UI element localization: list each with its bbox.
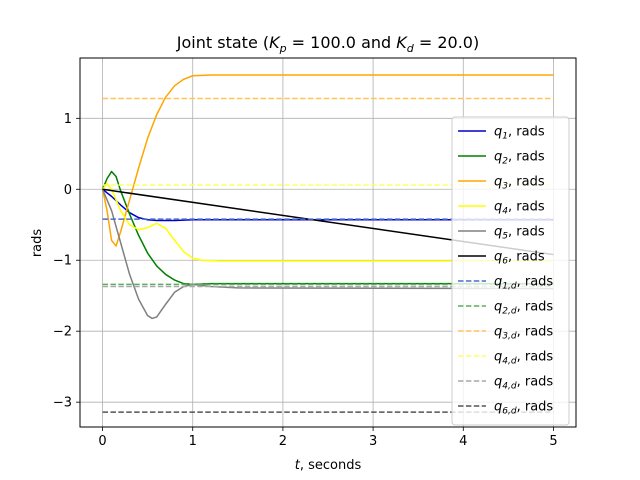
y-tick-label: 1 — [64, 112, 72, 127]
y-tick-label: −2 — [53, 325, 72, 340]
x-tick-label: 0 — [98, 434, 106, 449]
legend-label: q6, rads — [494, 250, 545, 267]
chart-title: Joint state (Kp = 100.0 and Kd = 20.0) — [176, 33, 479, 55]
x-tick-label: 5 — [549, 434, 557, 449]
x-axis-label: t, seconds — [295, 458, 362, 473]
legend-label: q3, rads — [494, 175, 545, 192]
axis-ticks: 0 1 2 3 4 5 −3 −2 −1 0 1 — [53, 112, 558, 449]
x-tick-label: 4 — [459, 434, 467, 449]
y-tick-label: −3 — [53, 396, 72, 411]
x-tick-label: 3 — [369, 434, 377, 449]
plot-frame — [79, 57, 577, 428]
series-line-4 — [101, 182, 554, 262]
legend-label: q2, rads — [494, 150, 545, 167]
series-line-3 — [101, 74, 554, 247]
legend-label: q4,d, rads — [494, 375, 553, 392]
legend-label: q2,d, rads — [494, 300, 553, 317]
legend-label: q1,d, rads — [494, 275, 553, 292]
y-tick-label: 0 — [64, 183, 72, 198]
legend-label: q5, rads — [494, 225, 545, 242]
series-line-5 — [101, 188, 554, 320]
plot-series — [101, 74, 554, 413]
x-tick-label: 2 — [279, 434, 287, 449]
legend-box — [451, 116, 570, 426]
y-tick-label: −1 — [53, 254, 72, 269]
y-axis-label: rads — [30, 229, 45, 258]
legend-label: q4, rads — [494, 200, 545, 217]
legend-label: q3,d, rads — [494, 325, 553, 342]
legend-label: q4,d, rads — [494, 350, 553, 367]
legend-label: q1, rads — [494, 125, 545, 142]
legend: q1, rads q2, rads q3, rads q4, rads q5, rads… — [451, 116, 570, 426]
legend-label: q6,d, rads — [494, 400, 553, 417]
x-tick-label: 1 — [189, 434, 197, 449]
